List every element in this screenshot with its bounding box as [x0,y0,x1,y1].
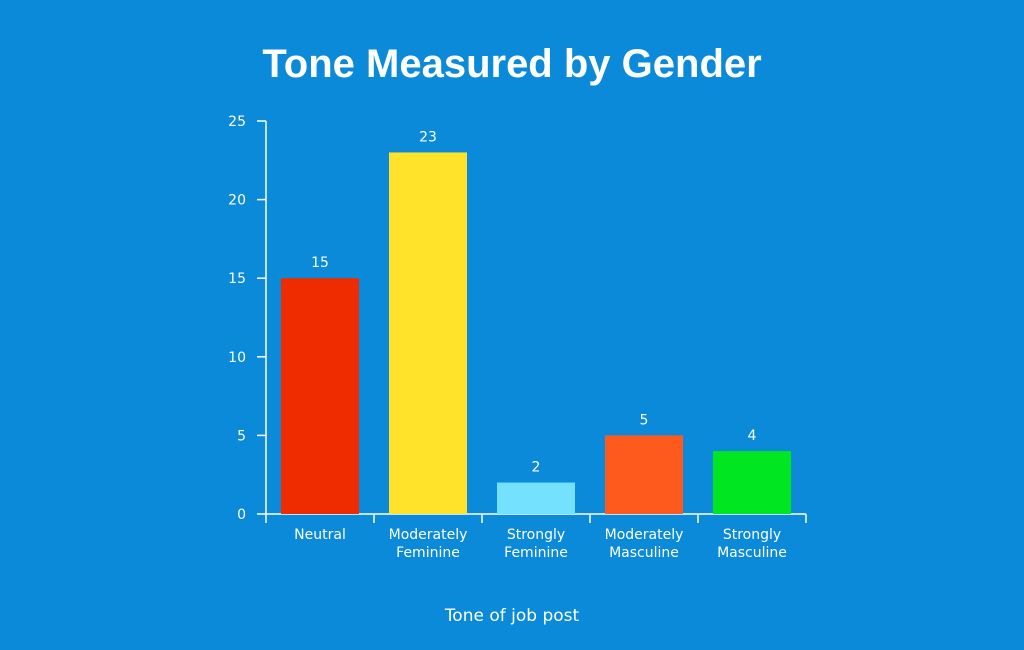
category-label-line: Neutral [294,527,346,543]
bar [281,278,359,514]
category-label: Strongly Feminine [504,527,568,561]
bar [497,482,575,514]
category-label-line: Feminine [504,545,568,561]
y-tick-label: 20 [228,193,246,209]
y-tick-label: 5 [237,428,246,444]
x-axis-title: Tone of job post [444,606,580,626]
bar [713,451,791,514]
category-label-line: Strongly [723,527,781,543]
category-label: Strongly Masculine [717,527,787,561]
y-tick-label: 15 [228,271,246,287]
y-tick-label: 0 [237,507,246,523]
category-label-line: Feminine [396,545,460,561]
category-label-line: Moderately [605,527,684,543]
bar-value-label: 23 [419,129,437,145]
category-label-line: Masculine [609,545,679,561]
bars [281,152,791,514]
bar [605,435,683,514]
bar-value-label: 4 [748,428,757,444]
category-label-line: Masculine [717,545,787,561]
category-label: Neutral [294,527,346,543]
x-axis [265,513,807,523]
bar [389,152,467,514]
data-labels: 15 23 2 5 4 [311,129,756,475]
category-label-line: Moderately [389,527,468,543]
category-labels: Neutral Moderately Feminine Strongly Feminin… [294,527,787,561]
bar-value-label: 5 [640,412,649,428]
y-axis: 0 5 10 15 20 25 [228,114,267,523]
bar-value-label: 15 [311,255,329,271]
y-tick-label: 10 [228,350,246,366]
category-label: Moderately Masculine [605,527,684,561]
bar-value-label: 2 [532,460,541,476]
chart-title: Tone Measured by Gender [262,42,761,86]
category-label: Moderately Feminine [389,527,468,561]
category-label-line: Strongly [507,527,565,543]
y-tick-label: 25 [228,114,246,130]
